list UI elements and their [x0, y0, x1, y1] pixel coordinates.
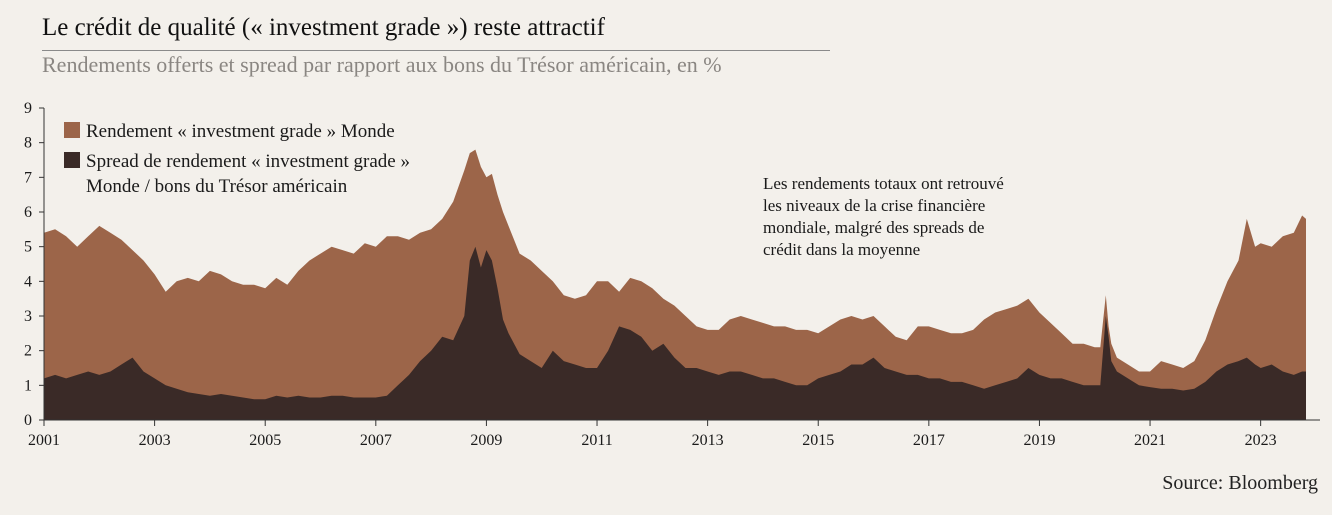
legend-label-yield: Rendement « investment grade » Monde — [86, 121, 395, 142]
legend-label-spread-line2: Monde / bons du Trésor américain — [86, 176, 348, 197]
y-tick-label: 3 — [24, 308, 32, 325]
legend-swatch-yield — [64, 122, 80, 138]
y-tick-label: 1 — [24, 377, 32, 394]
annotation-line-1: Les rendements totaux ont retrouvé — [763, 174, 1004, 193]
legend: Rendement « investment grade » Monde Spr… — [64, 121, 410, 197]
series-area-spread — [44, 246, 1306, 420]
annotation: Les rendements totaux ont retrouvé les n… — [763, 174, 1004, 259]
series-area-yield — [44, 149, 1306, 420]
x-tick-label: 2001 — [28, 432, 60, 449]
x-tick-label: 2007 — [360, 432, 392, 449]
x-tick-label: 2019 — [1023, 432, 1055, 449]
legend-label-spread-line1: Spread de rendement « investment grade » — [86, 151, 410, 172]
y-tick-label: 2 — [24, 343, 32, 360]
x-tick-label: 2021 — [1134, 432, 1166, 449]
annotation-line-3: mondiale, malgré des spreads de — [763, 218, 984, 237]
source-note: Source: Bloomberg — [1162, 472, 1318, 494]
y-tick-label: 8 — [24, 135, 32, 152]
y-tick-label: 6 — [24, 204, 32, 221]
chart-areas — [44, 149, 1306, 420]
chart-subtitle: Rendements offerts et spread par rapport… — [42, 52, 722, 77]
y-tick-label: 7 — [24, 169, 32, 186]
title-divider — [42, 50, 830, 51]
x-tick-label: 2005 — [249, 432, 281, 449]
y-tick-label: 5 — [24, 239, 32, 256]
chart-axes — [43, 108, 1320, 421]
x-tick-label: 2009 — [470, 432, 502, 449]
y-tick-label: 4 — [24, 273, 32, 290]
y-tick-label: 9 — [24, 100, 32, 117]
y-tick-label: 0 — [24, 412, 32, 429]
y-ticks: 0 1 2 3 4 5 6 7 8 9 — [24, 100, 44, 429]
x-tick-label: 2015 — [802, 432, 834, 449]
x-tick-label: 2003 — [139, 432, 171, 449]
x-ticks: 2001 2003 2005 2007 2009 2011 2013 2015 2017 2019… — [28, 420, 1277, 449]
x-tick-label: 2013 — [692, 432, 724, 449]
x-tick-label: 2011 — [581, 432, 612, 449]
annotation-line-2: les niveaux de la crise financière — [763, 196, 985, 215]
annotation-line-4: crédit dans la moyenne — [763, 240, 920, 259]
x-tick-label: 2023 — [1245, 432, 1277, 449]
x-tick-label: 2017 — [913, 432, 945, 449]
chart-title: Le crédit de qualité (« investment grade… — [42, 14, 605, 41]
legend-swatch-spread — [64, 152, 80, 168]
